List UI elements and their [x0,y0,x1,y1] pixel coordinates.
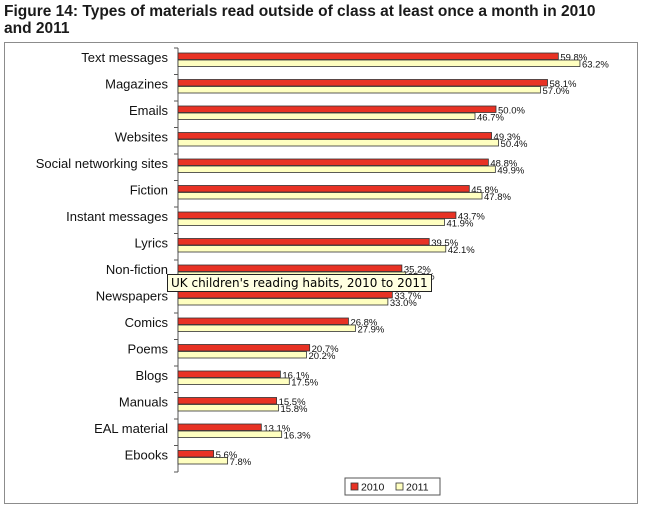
data-label: 20.2% [308,351,335,362]
data-label: 50.4% [501,139,528,150]
data-label: 48.8% [490,159,517,170]
bar-2010 [177,317,349,325]
category-label: Instant messages [66,209,168,224]
bar-2010 [177,211,457,219]
bar-2010 [177,423,262,431]
bar-2011 [177,86,541,94]
bar-2010 [177,185,470,193]
legend-swatch-2010 [350,482,359,491]
data-label: 49.9% [497,166,524,177]
category-label: Ebooks [125,448,169,463]
chart-frame [4,42,638,504]
legend-label: 2010 [361,482,385,494]
category-label: Fiction [130,183,168,198]
bar-2010 [177,450,215,458]
category-label: Non-fiction [106,262,168,277]
bar-2010 [177,291,393,299]
category-label: Blogs [135,368,168,383]
bar-2011 [177,165,496,173]
bar-2010 [177,238,430,246]
data-label: 15.8% [280,404,307,415]
category-label: Newspapers [96,289,169,304]
category-label: Emails [129,103,169,118]
bar-2010 [177,344,311,352]
data-label: 59.8% [560,53,587,64]
category-label: Lyrics [135,236,169,251]
bar-2011 [177,457,229,465]
bar-2011 [177,218,445,226]
data-label: 58.1% [550,79,577,90]
data-label: 63.2% [582,60,609,71]
bar-2011 [177,112,476,120]
category-label: Manuals [119,395,169,410]
category-label: Poems [128,342,169,357]
category-label: Magazines [105,77,168,92]
data-label: 15.5% [279,397,306,408]
bar-2011 [177,377,290,385]
bar-2010 [177,158,489,166]
category-label: Social networking sites [36,156,169,171]
data-label: 43.7% [458,212,485,223]
data-label: 13.1% [263,424,290,435]
chart-title: Figure 14: Types of materials read outsi… [4,3,596,37]
data-label: 42.1% [448,245,475,256]
legend-box [344,477,441,496]
data-label: 39.5% [431,238,458,249]
category-label: EAL material [94,421,168,436]
bar-2011 [177,324,356,332]
data-label: 41.9% [446,219,473,230]
data-label: 57.0% [543,86,570,97]
data-label: 16.1% [282,371,309,382]
bar-2011 [177,404,279,412]
data-label: 27.9% [357,325,384,336]
data-label: 7.8% [230,457,252,468]
data-label: 16.3% [284,431,311,442]
bar-2010 [177,79,548,87]
bar-2010 [177,105,497,113]
data-label: 45.8% [471,185,498,196]
data-label: 33.0% [390,298,417,309]
bar-2010 [177,52,559,60]
bar-2010 [177,264,403,272]
category-label: Comics [125,315,169,330]
data-label: 26.8% [350,318,377,329]
bar-2011 [177,192,483,200]
bar-2010 [177,370,281,378]
data-label: 47.8% [484,192,511,203]
data-label: 49.3% [494,132,521,143]
bar-2011 [177,430,283,438]
legend-swatch-2011 [395,482,404,491]
bar-2011 [177,298,389,306]
bar-2011 [177,351,307,359]
bar-2011 [177,59,581,67]
data-label: 46.7% [477,113,504,124]
category-label: Text messages [81,50,168,65]
data-label: 17.5% [291,378,318,389]
data-label: 33.7% [394,291,421,302]
data-label: 5.6% [216,450,238,461]
bar-2011 [177,245,447,253]
data-label: 50.0% [498,106,525,117]
data-label: 20.7% [312,344,339,355]
data-label: 35.2% [404,265,431,276]
bar-2011 [177,139,499,147]
bar-2010 [177,397,277,405]
tooltip: UK children's reading habits, 2010 to 20… [167,274,432,292]
bar-2010 [177,132,492,140]
legend-label: 2011 [406,482,429,494]
category-label: Websites [115,130,169,145]
